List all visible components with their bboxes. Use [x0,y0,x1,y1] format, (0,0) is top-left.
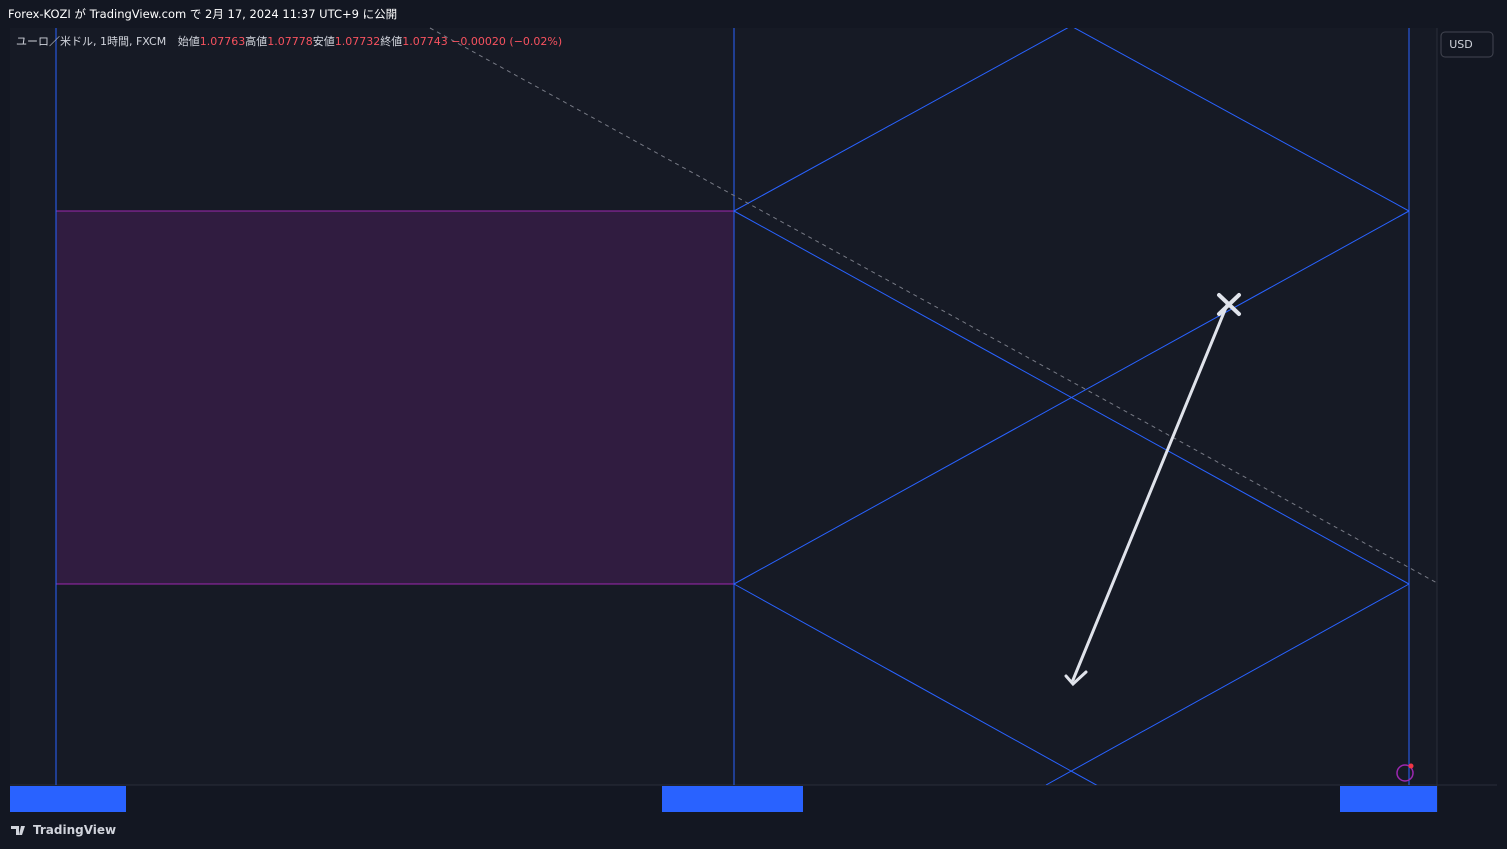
legend-field-name: 安値 [312,35,335,48]
pitchfork [55,28,1410,785]
arrow [1064,293,1241,687]
diagonal [733,28,1069,212]
diagonal [1070,770,1098,785]
legend-field-value: 1.07743 [402,35,448,48]
legend-field-name: 終値 [380,35,403,48]
legend: ユーロ／米ドル, 1時間, FXCM 始値1.07763高値1.07778安値1… [16,33,562,49]
footer: TradingView [33,823,117,837]
change: −0.00020 (−0.02%) [451,35,563,48]
fib-zone [55,210,735,585]
currency-button[interactable] [1440,31,1494,58]
alert-dot [1408,763,1414,769]
time-highlight [662,786,803,812]
time-highlight [1340,786,1437,812]
diagonal [1073,28,1410,212]
diagonal [733,210,1410,585]
symbol: ユーロ／米ドル, 1時間, FXCM [16,35,167,48]
alert-icon[interactable] [1396,764,1414,782]
header: Forex-KOZI が TradingView.com で 2月 17, 20… [8,7,398,21]
plot-area [10,28,1437,785]
time-highlight [10,786,126,812]
x-mark [1217,293,1241,316]
legend-field-name: 始値 [177,35,200,48]
check-mark [1064,670,1088,687]
legend-field-value: 1.07763 [199,35,246,48]
diagonal [1045,583,1410,785]
diagonal [733,583,1072,772]
legend-field-value: 1.07778 [267,35,313,48]
logo [11,826,25,835]
legend-field-value: 1.07732 [334,35,381,48]
currency-label: USD [1449,38,1473,51]
price-axis [1437,28,1497,812]
legend-field-name: 高値 [245,35,268,48]
arrow-line [1071,303,1229,682]
